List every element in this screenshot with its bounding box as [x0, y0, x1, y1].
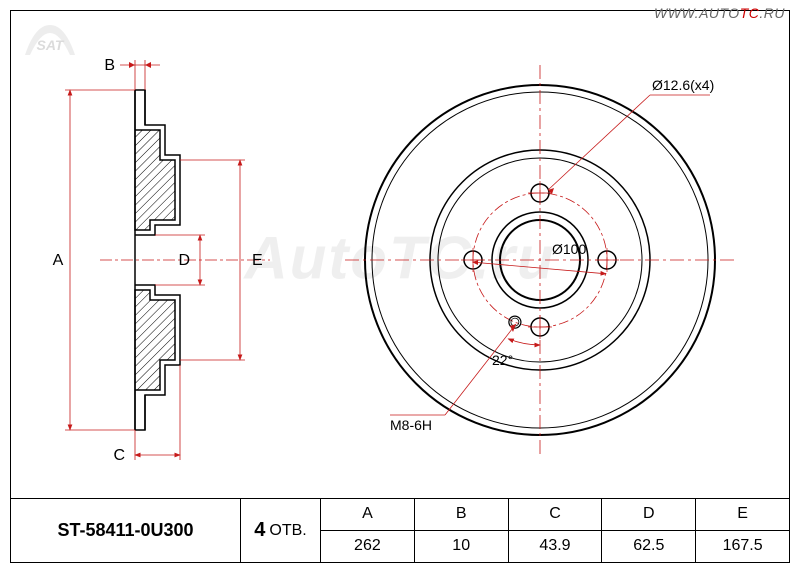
dim-header: E — [696, 499, 789, 531]
dim-header: D — [602, 499, 696, 531]
hole-count-suffix: ОТВ. — [269, 522, 306, 540]
drawing-area: A B C D E — [10, 10, 790, 490]
dim-value: 167.5 — [696, 531, 789, 563]
dim-C-label: C — [113, 447, 125, 464]
part-number: ST-58411-0U300 — [10, 498, 240, 563]
side-view: A B C D E — [30, 30, 290, 470]
front-view: Ø100 Ø12.6(x4) M8-6H 22° — [320, 30, 760, 470]
dim-A-label: A — [53, 252, 64, 269]
dim-value-row: 262 10 43.9 62.5 167.5 — [321, 531, 789, 563]
dim-D-label: D — [178, 252, 190, 269]
dim-table: A B C D E 262 10 43.9 62.5 167.5 — [320, 498, 790, 563]
dim-value: 62.5 — [602, 531, 696, 563]
bolt-hole-label: Ø12.6(x4) — [652, 77, 714, 93]
dim-value: 262 — [321, 531, 415, 563]
dim-header: B — [415, 499, 509, 531]
dim-header: C — [509, 499, 603, 531]
dimension-table: ST-58411-0U300 4 ОТВ. A B C D E 262 10 4… — [10, 498, 790, 563]
dim-B-label: B — [104, 57, 115, 74]
bolt-circle-label: Ø100 — [552, 241, 586, 257]
dim-value: 43.9 — [509, 531, 603, 563]
dim-E-label: E — [252, 252, 263, 269]
hole-count-value: 4 — [254, 519, 265, 542]
dim-value: 10 — [415, 531, 509, 563]
dim-header-row: A B C D E — [321, 499, 789, 531]
hole-count-cell: 4 ОТВ. — [240, 498, 320, 563]
dim-header: A — [321, 499, 415, 531]
angle-label: 22° — [492, 352, 513, 368]
thread-label: M8-6H — [390, 417, 432, 433]
